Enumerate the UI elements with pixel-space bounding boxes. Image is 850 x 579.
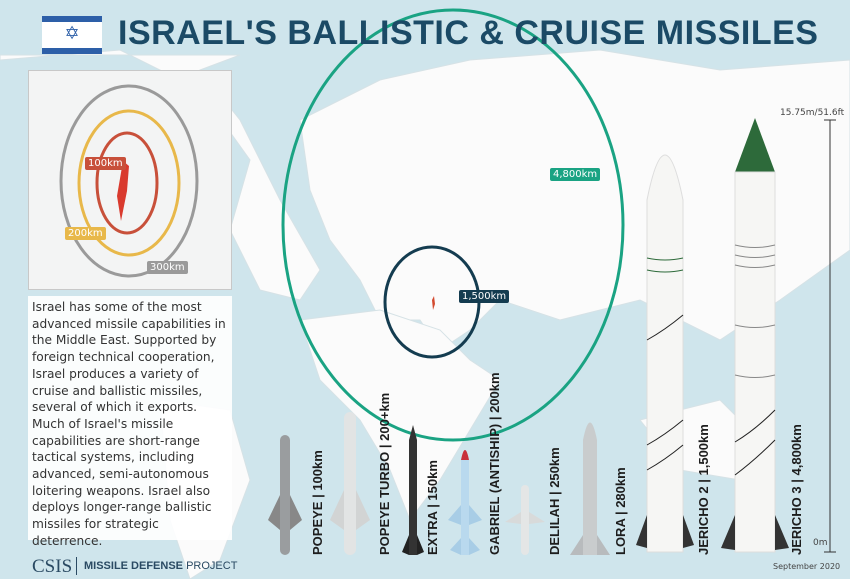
- scale-top-label: 15.75m/51.6ft: [780, 108, 845, 118]
- range-label-1500km: 1,500km: [459, 290, 510, 303]
- missile-label-popeye-turbo: POPEYE TURBO | 200+km: [377, 392, 392, 555]
- missile-delilah: [505, 485, 545, 555]
- inset-map: 100km 200km 300km: [28, 70, 232, 290]
- missile-label-extra: EXTRA | 150km: [425, 460, 440, 555]
- missile-label-gabriel: GABRIEL (ANTISHIP) | 200km: [487, 372, 502, 555]
- scale-bottom-label: 0m: [813, 538, 828, 548]
- range-label-4800km: 4,800km: [550, 168, 601, 181]
- project-name: PROJECT: [183, 560, 238, 572]
- missile-popeye: [268, 435, 302, 555]
- csis-logo: CSIS: [32, 556, 73, 577]
- missile-label-popeye: POPEYE | 100km: [310, 450, 325, 555]
- scale-bar: [824, 119, 836, 553]
- israel-flag: ✡: [42, 16, 102, 54]
- missile-gabriel: [448, 450, 482, 555]
- description-text: Israel has some of the most advanced mis…: [28, 296, 232, 548]
- missile-defense-project-logo: MISSILE DEFENSE PROJECT: [84, 560, 237, 572]
- missile-label-delilah: DELILAH | 250km: [547, 447, 562, 555]
- missile-label-jericho-2: JERICHO 2 | 1,500km: [696, 424, 711, 555]
- project-name-bold: MISSILE DEFENSE: [84, 560, 184, 572]
- missile-label-lora: LORA | 280km: [613, 467, 628, 555]
- missile-jericho-2: [636, 154, 694, 553]
- israel-marker: [432, 296, 435, 310]
- range-label-200km: 200km: [65, 227, 106, 240]
- range-ring-4800km: [281, 8, 625, 442]
- missile-popeye-turbo: [330, 412, 370, 555]
- missile-lora: [570, 422, 610, 555]
- date-label: September 2020: [773, 562, 841, 571]
- page-title: ISRAEL'S BALLISTIC & CRUISE MISSILES: [118, 14, 819, 52]
- logo-divider: [76, 557, 77, 575]
- missile-label-jericho-3: JERICHO 3 | 4,800km: [789, 424, 804, 555]
- missile-jericho-3: [721, 118, 789, 553]
- range-label-100km: 100km: [85, 157, 126, 170]
- missile-extra: [402, 425, 424, 555]
- range-label-300km: 300km: [147, 261, 188, 274]
